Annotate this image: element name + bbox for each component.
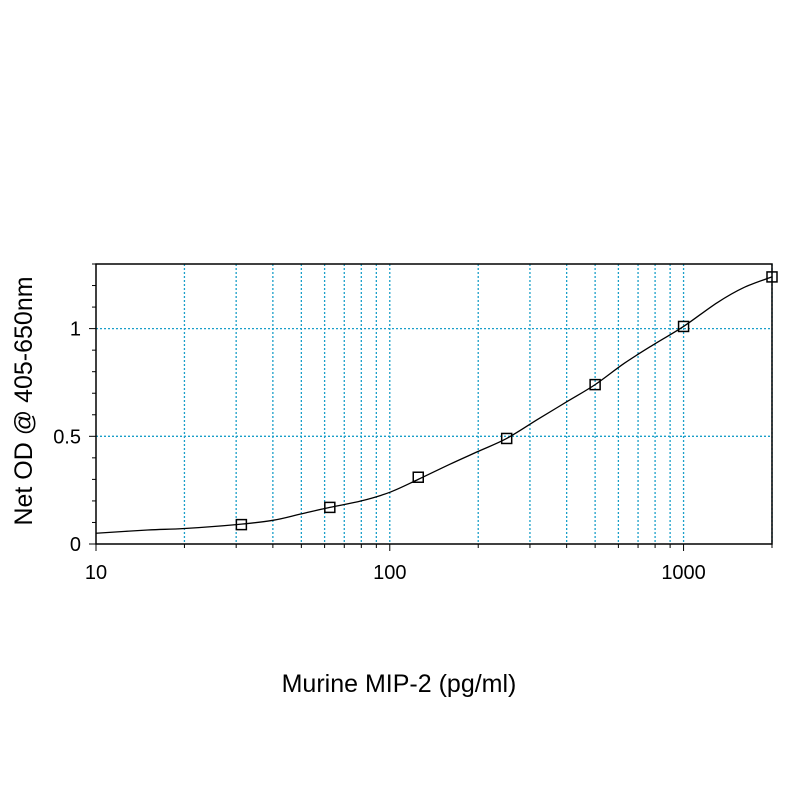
- data-point-marker: [766, 271, 778, 283]
- y-tick-label: 0.5: [53, 426, 81, 448]
- x-tick-label: 10: [85, 562, 107, 584]
- plot-frame: [95, 263, 773, 545]
- y-tick-label: 0: [70, 534, 81, 556]
- data-point-marker: [500, 432, 513, 445]
- data-point-marker: [677, 320, 690, 333]
- data-point-marker: [412, 471, 425, 483]
- marker-layer: [235, 271, 778, 531]
- fit-curve: [95, 276, 773, 534]
- grid-layer: [96, 264, 773, 544]
- y-axis-title: Net OD @ 405-650nm: [10, 276, 38, 525]
- minor-tick-layer: [89, 263, 773, 551]
- tick-label-layer: 10 100 1000 0 0.5 1: [53, 319, 706, 584]
- x-axis-title: Murine MIP-2 (pg/ml): [282, 670, 517, 698]
- data-point-marker: [235, 518, 248, 531]
- y-tick-label: 1: [70, 319, 81, 341]
- data-point-marker: [589, 378, 601, 391]
- x-tick-label: 100: [373, 562, 406, 584]
- x-tick-label: 1000: [661, 562, 706, 584]
- data-point-marker: [324, 501, 336, 514]
